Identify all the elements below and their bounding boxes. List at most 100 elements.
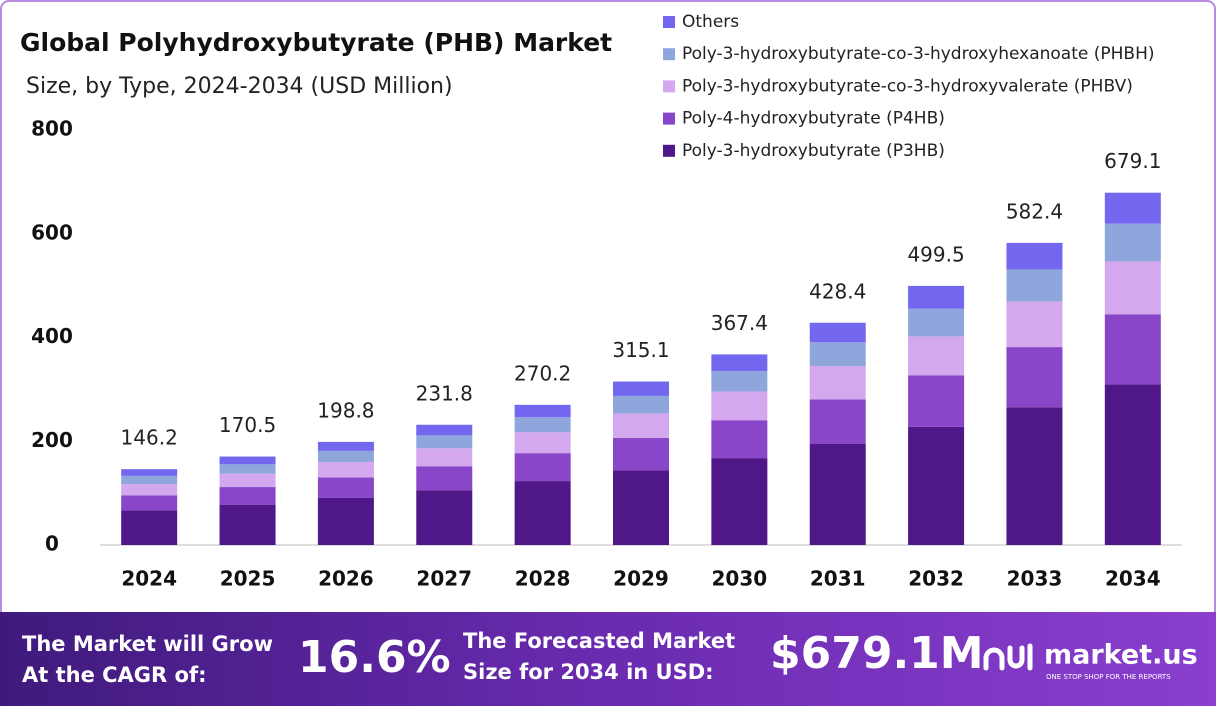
bar-segment (317, 450, 374, 462)
bar-segment (711, 420, 768, 459)
bar-segment (1006, 407, 1063, 545)
brand-tagline: ONE STOP SHOP FOR THE REPORTS (1046, 673, 1171, 681)
x-tick-label: 2025 (220, 567, 276, 591)
bar-segment (908, 336, 965, 376)
y-tick-label: 200 (31, 428, 73, 452)
total-label: 679.1 (1104, 149, 1161, 173)
bar-segment (514, 432, 571, 454)
chart-title: Global Polyhydroxybutyrate (PHB) Market (20, 28, 612, 57)
bar-segment (317, 477, 374, 498)
bar-segment (908, 285, 965, 309)
bar-segment (908, 375, 965, 427)
bar-segment (809, 443, 866, 545)
bar-segment (809, 342, 866, 367)
legend-swatch (663, 144, 675, 157)
x-tick-label: 2034 (1105, 567, 1161, 591)
bar-segment (121, 469, 178, 476)
bar-segment (1104, 192, 1161, 224)
bar-segment (1006, 347, 1063, 408)
bar-segment (1006, 242, 1063, 270)
bar-segment (1006, 301, 1063, 348)
x-tick-label: 2030 (712, 567, 768, 591)
cagr-label: At the CAGR of: (22, 663, 207, 687)
bar-segment (416, 435, 473, 449)
legend-label: Others (682, 12, 739, 32)
bar-segment (121, 483, 178, 496)
bar-segment (317, 461, 374, 478)
legend-label: Poly-4-hydroxybutyrate (P4HB) (682, 109, 945, 129)
bar-segment (711, 391, 768, 421)
bar-segment (416, 490, 473, 545)
total-label: 146.2 (121, 426, 178, 450)
bar-segment (514, 481, 571, 545)
legend-label: Poly-3-hydroxybutyrate (P3HB) (682, 141, 945, 161)
y-tick-label: 800 (31, 117, 73, 141)
bar-segment (121, 510, 178, 545)
bar-segment (219, 473, 276, 488)
bar-segment (121, 495, 178, 511)
bar-segment (809, 399, 866, 444)
x-tick-label: 2028 (515, 567, 571, 591)
legend-label: Poly-3-hydroxybutyrate-co-3-hydroxyvaler… (682, 76, 1133, 96)
legend-swatch (663, 80, 675, 93)
x-tick-label: 2026 (318, 567, 374, 591)
x-tick-label: 2031 (810, 567, 866, 591)
total-label: 170.5 (219, 413, 276, 437)
cagr-label: The Market will Grow (22, 632, 273, 656)
bar-segment (613, 395, 669, 414)
bar-segment (809, 366, 866, 400)
banner (0, 612, 1216, 706)
x-tick-label: 2027 (416, 567, 472, 591)
chart-subtitle: Size, by Type, 2024-2034 (USD Million) (26, 74, 453, 99)
total-label: 315.1 (612, 338, 669, 362)
total-label: 499.5 (907, 242, 964, 266)
bar-segment (514, 417, 571, 433)
forecast-label: Size for 2034 in USD: (463, 660, 714, 684)
bar-segment (809, 322, 866, 343)
bar-segment (317, 497, 374, 545)
forecast-value: $679.1M (770, 628, 984, 679)
bar-segment (1104, 384, 1161, 545)
bar-segment (514, 404, 571, 418)
bar-segment (219, 464, 276, 474)
bar-segment (613, 413, 669, 438)
y-tick-label: 600 (31, 220, 73, 244)
bar-segment (613, 381, 669, 396)
bar-segment (1104, 261, 1161, 315)
brand-logo (983, 643, 1033, 671)
bar-segment (219, 504, 276, 545)
x-tick-label: 2029 (613, 567, 669, 591)
bar-segment (908, 426, 965, 545)
total-label: 428.4 (809, 279, 866, 303)
bar-segment (416, 448, 473, 467)
bar-segment (121, 475, 178, 484)
bar-segment (711, 371, 768, 392)
bar-segment (416, 466, 473, 491)
y-tick-label: 400 (31, 324, 73, 348)
bar-segment (514, 453, 571, 482)
bar-segment (1104, 314, 1161, 385)
bar-segment (1006, 269, 1063, 302)
brand: market.us (1044, 640, 1198, 671)
bar-segment (219, 487, 276, 505)
bar-segment (908, 308, 965, 337)
cagr-value: 16.6% (298, 632, 451, 683)
legend-swatch (663, 112, 675, 125)
total-label: 270.2 (514, 361, 571, 385)
forecast-label: The Forecasted Market (463, 629, 735, 653)
bar-segment (317, 441, 374, 451)
legend-label: Poly-3-hydroxybutyrate-co-3-hydroxyhexan… (682, 44, 1154, 64)
x-tick-label: 2024 (121, 567, 177, 591)
x-tick-label: 2033 (1007, 567, 1063, 591)
legend-swatch (663, 16, 675, 28)
bar-segment (1104, 223, 1161, 262)
total-label: 367.4 (711, 311, 768, 335)
total-label: 231.8 (416, 381, 473, 405)
total-label: 582.4 (1006, 199, 1063, 223)
bar-segment (416, 424, 473, 436)
legend-swatch (663, 48, 675, 61)
bar-segment (613, 437, 669, 471)
bar-segment (711, 458, 768, 545)
bar-segment (711, 354, 768, 372)
